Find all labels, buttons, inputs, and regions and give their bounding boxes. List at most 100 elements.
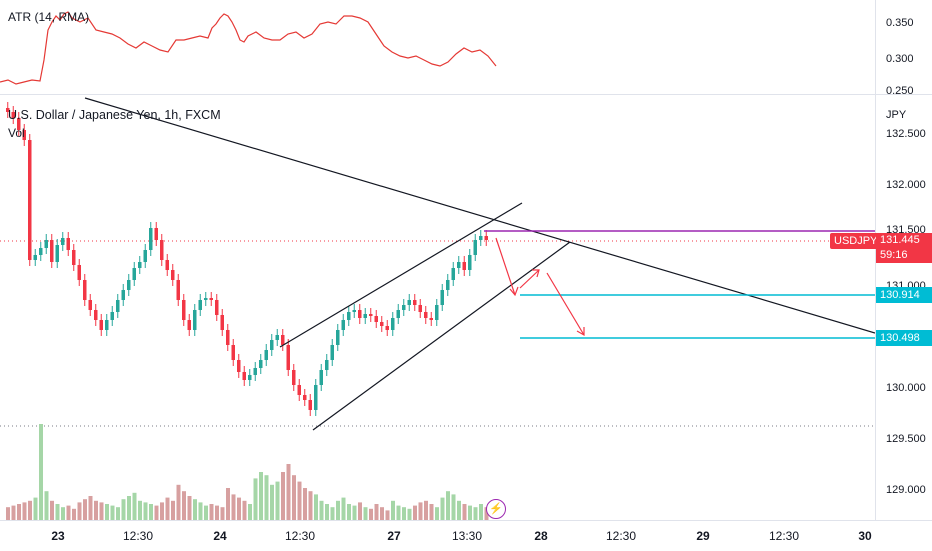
price-axis[interactable]: 0.350 0.300 0.250 JPY 132.500 132.000 13…	[876, 0, 932, 520]
candle-body	[308, 400, 312, 410]
atr-indicator-pane[interactable]	[0, 0, 875, 92]
candle-body	[418, 305, 422, 312]
volume-bar	[391, 500, 395, 520]
candle-body	[446, 280, 450, 290]
volume-bar	[28, 500, 32, 520]
time-tick: 27	[387, 529, 401, 543]
volume-bar	[127, 496, 131, 520]
symbol-legend[interactable]: U.S. Dollar / Japanese Yen, 1h, FXCM	[8, 108, 221, 122]
volume-bar	[149, 504, 153, 520]
volume-bar	[457, 500, 461, 520]
candle-body	[61, 238, 65, 245]
volume-bar	[11, 505, 16, 520]
candle-body	[6, 108, 10, 112]
volume-bar	[292, 475, 296, 520]
current-price-value: 131.445	[880, 234, 920, 246]
volume-bar	[193, 499, 197, 520]
volume-bar	[237, 497, 241, 520]
volume-bar	[308, 491, 313, 520]
volume-bar	[55, 504, 60, 520]
candle-body	[44, 240, 48, 248]
candle-body	[176, 280, 180, 300]
price-tick-129500: 129.500	[886, 433, 926, 445]
volume-bar	[209, 504, 214, 520]
candle-body	[116, 300, 120, 312]
volume-bar	[88, 496, 93, 520]
volume-bar	[61, 507, 65, 520]
candle-body	[391, 318, 395, 330]
candle-body	[165, 260, 169, 270]
level-1-tag[interactable]: 130.914	[876, 287, 932, 303]
time-tick: 12:30	[768, 529, 800, 543]
volume-bar	[314, 494, 318, 520]
volume-bar	[259, 472, 263, 520]
flash-icon[interactable]: ⚡	[486, 499, 506, 519]
candle-body	[248, 375, 252, 380]
volume-bar	[215, 505, 219, 520]
candle-body	[33, 255, 37, 260]
candle-body	[28, 140, 32, 260]
volume-bar	[22, 502, 27, 520]
indicator-legend[interactable]: ATR (14, RMA)	[8, 10, 90, 24]
candle-body	[385, 326, 389, 330]
volume-bar	[116, 507, 120, 520]
candle-body	[347, 312, 351, 320]
time-tick: 23	[51, 529, 65, 543]
candle-body	[484, 236, 488, 240]
volume-bar	[33, 497, 38, 520]
symbol-price-tag[interactable]: USDJPY	[830, 233, 882, 249]
candle-body	[440, 290, 444, 305]
candle-body	[314, 385, 318, 410]
volume-bar	[336, 500, 340, 520]
volume-bar	[176, 484, 181, 520]
candle-body	[11, 112, 15, 118]
volume-legend[interactable]: Vol	[8, 126, 25, 140]
bar-countdown: 59:16	[880, 249, 908, 261]
candle-body	[429, 318, 433, 320]
candle-body	[138, 262, 142, 268]
candle-body	[424, 312, 428, 318]
candlesticks	[6, 102, 488, 416]
volume-bar	[347, 504, 351, 520]
projection-arrows	[495, 237, 585, 337]
candle-body	[94, 310, 98, 320]
volume-bar	[132, 492, 137, 520]
candle-body	[66, 238, 70, 250]
price-chart-pane[interactable]	[0, 96, 875, 520]
volume-bar	[429, 504, 434, 520]
candle-body	[363, 314, 367, 318]
volume-bar	[363, 507, 368, 520]
atr-tick-0350: 0.350	[886, 17, 914, 29]
price-tick-132500: 132.500	[886, 128, 926, 140]
candle-body	[17, 118, 21, 130]
volume-bar	[385, 510, 390, 520]
candle-body	[270, 340, 274, 350]
candle-body	[253, 368, 257, 375]
time-axis[interactable]: 23 12:30 24 12:30 27 13:30 28 12:30 29 1…	[0, 520, 932, 551]
volume-bar	[341, 497, 346, 520]
volume-bar	[352, 505, 357, 520]
candle-body	[319, 370, 323, 385]
volume-bar	[171, 500, 175, 520]
channel-upper-line	[279, 202, 523, 348]
candle-body	[468, 255, 472, 270]
candle-body	[72, 250, 76, 265]
volume-bar	[468, 505, 472, 520]
current-price-tag[interactable]: 131.445 59:16	[876, 233, 932, 263]
candle-body	[121, 290, 125, 300]
level-2-tag[interactable]: 130.498	[876, 330, 932, 346]
candle-body	[336, 330, 340, 345]
volume-bar	[297, 481, 302, 520]
pane-separator[interactable]	[0, 94, 932, 95]
price-tick-132000: 132.000	[886, 179, 926, 191]
volume-bar	[418, 502, 423, 520]
candle-body	[462, 262, 466, 270]
axis-separator	[875, 0, 876, 520]
currency-label: JPY	[886, 109, 907, 121]
volume-bar	[407, 508, 412, 520]
volume-bar	[204, 505, 208, 520]
candle-body	[209, 298, 213, 300]
candle-body	[374, 316, 378, 322]
candle-body	[369, 314, 373, 316]
volume-bar	[435, 507, 439, 520]
